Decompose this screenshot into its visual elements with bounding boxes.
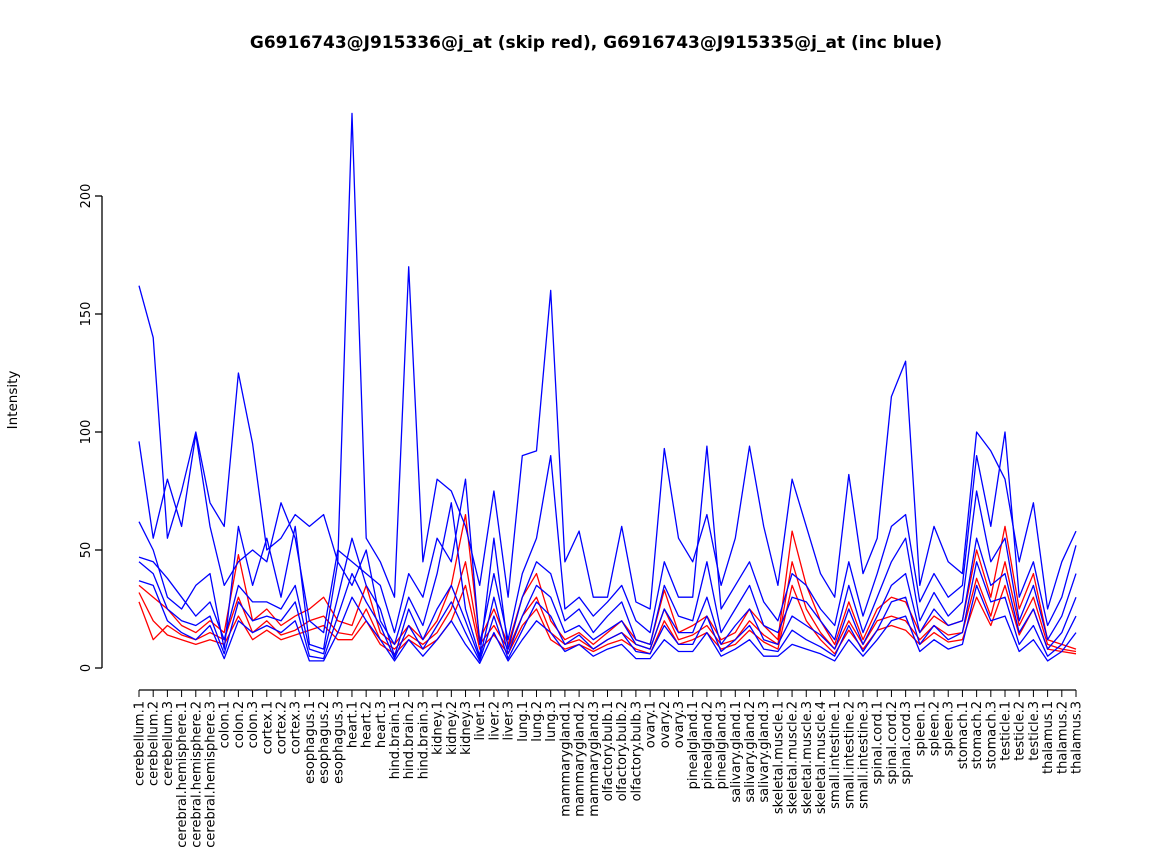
x-tick-label: pinealgland.2 xyxy=(700,701,715,789)
x-tick-label: ovary.1 xyxy=(644,701,659,748)
x-tick-label: spinal.cord.1 xyxy=(871,701,886,784)
x-tick-label: cortex.2 xyxy=(274,701,289,754)
x-tick-label: salivary.gland.1 xyxy=(729,701,744,803)
x-tick-label: esophagus.3 xyxy=(331,701,346,784)
series-line-red-1 xyxy=(138,513,1077,650)
y-axis-title: Intensity xyxy=(5,371,21,430)
x-tick-label: cortex.3 xyxy=(289,701,304,754)
x-tick-label: cerebellum.2 xyxy=(147,701,162,786)
x-tick-label: heart.2 xyxy=(360,701,375,748)
x-tick-label: cerebral.hemisphere.2 xyxy=(189,701,204,848)
x-tick-label: olfactory.bulb.3 xyxy=(629,701,644,801)
x-tick-label: ovary.2 xyxy=(658,701,673,748)
x-tick-label: heart.3 xyxy=(374,701,389,748)
x-tick-label: cerebral.hemisphere.3 xyxy=(203,701,218,848)
x-tick-label: stomach.3 xyxy=(984,701,999,769)
y-tick-label: 50 xyxy=(79,542,94,559)
x-tick-label: olfactory.bulb.2 xyxy=(615,701,630,801)
x-tick-label: pinealgland.3 xyxy=(715,701,730,789)
x-tick-label: esophagus.2 xyxy=(317,701,332,784)
x-tick-label: mammarygland.1 xyxy=(558,701,573,817)
x-tick-label: thalamus.1 xyxy=(1041,701,1056,774)
x-tick-label: small.intestine.3 xyxy=(857,701,872,809)
x-tick-label: cerebral.hemisphere.1 xyxy=(175,701,190,848)
x-tick-label: ovary.3 xyxy=(672,701,687,748)
x-tick-label: hind.brain.3 xyxy=(416,701,431,779)
x-tick-label: hind.brain.2 xyxy=(402,701,417,779)
x-tick-label: spleen.1 xyxy=(913,701,928,756)
x-tick-label: kidney.2 xyxy=(445,701,460,755)
x-tick-label: colon.1 xyxy=(218,701,233,748)
x-tick-label: spinal.cord.3 xyxy=(899,701,914,784)
series-line-blue-4 xyxy=(138,537,1077,660)
series-line-blue-1 xyxy=(138,112,1077,610)
x-tick-label: salivary.gland.3 xyxy=(757,701,772,803)
x-tick-label: pinealgland.1 xyxy=(686,701,701,789)
series-line-blue-6 xyxy=(138,580,1077,664)
series-line-blue-3 xyxy=(138,490,1077,657)
x-tick-label: kidney.1 xyxy=(431,701,446,755)
x-tick-label: hind.brain.1 xyxy=(388,701,403,779)
x-tick-label: lung.1 xyxy=(516,701,531,742)
x-tick-label: spleen.3 xyxy=(942,701,957,756)
x-tick-label: small.intestine.2 xyxy=(842,701,857,809)
x-tick-label: testicle.2 xyxy=(1013,701,1028,761)
x-tick-label: heart.1 xyxy=(345,701,360,748)
x-tick-label: thalamus.2 xyxy=(1055,701,1070,774)
series-line-blue-2 xyxy=(138,431,1077,646)
x-tick-label: mammarygland.3 xyxy=(587,701,602,817)
x-tick-label: skeletal.muscle.3 xyxy=(800,701,815,814)
series-line-blue-5 xyxy=(138,561,1077,662)
x-tick-label: liver.3 xyxy=(502,701,517,740)
x-tick-label: esophagus.1 xyxy=(303,701,318,784)
x-tick-label: stomach.1 xyxy=(956,701,971,769)
x-tick-label: cerebellum.3 xyxy=(161,701,176,786)
x-tick-label: colon.2 xyxy=(232,701,247,748)
x-tick-label: cortex.1 xyxy=(260,701,275,754)
x-tick-label: small.intestine.1 xyxy=(828,701,843,809)
y-tick-label: 0 xyxy=(79,664,94,672)
x-tick-label: testicle.1 xyxy=(999,701,1014,761)
x-tick-label: mammarygland.2 xyxy=(573,701,588,817)
x-tick-label: colon.3 xyxy=(246,701,261,748)
x-tick-label: spinal.cord.2 xyxy=(885,701,900,784)
y-tick-label: 200 xyxy=(79,184,94,209)
x-tick-label: skeletal.muscle.1 xyxy=(771,701,786,814)
x-tick-label: skeletal.muscle.2 xyxy=(786,701,801,814)
y-tick-label: 100 xyxy=(79,420,94,445)
x-tick-label: salivary.gland.2 xyxy=(743,701,758,803)
x-tick-label: lung.3 xyxy=(544,701,559,742)
x-tick-label: liver.2 xyxy=(487,701,502,740)
x-tick-label: kidney.3 xyxy=(459,701,474,755)
chart-title: G6916743@J915336@j_at (skip red), G69167… xyxy=(249,33,943,53)
x-tick-label: lung.2 xyxy=(530,701,545,742)
x-tick-label: liver.1 xyxy=(473,701,488,740)
x-tick-label: testicle.3 xyxy=(1027,701,1042,761)
y-tick-label: 150 xyxy=(79,302,94,327)
x-tick-label: olfactory.bulb.1 xyxy=(601,701,616,801)
x-tick-label: thalamus.3 xyxy=(1070,701,1085,774)
x-tick-label: stomach.2 xyxy=(970,701,985,769)
x-tick-label: spleen.2 xyxy=(928,701,943,756)
x-tick-label: cerebellum.1 xyxy=(133,701,148,786)
x-tick-label: skeletal.muscle.4 xyxy=(814,701,829,814)
